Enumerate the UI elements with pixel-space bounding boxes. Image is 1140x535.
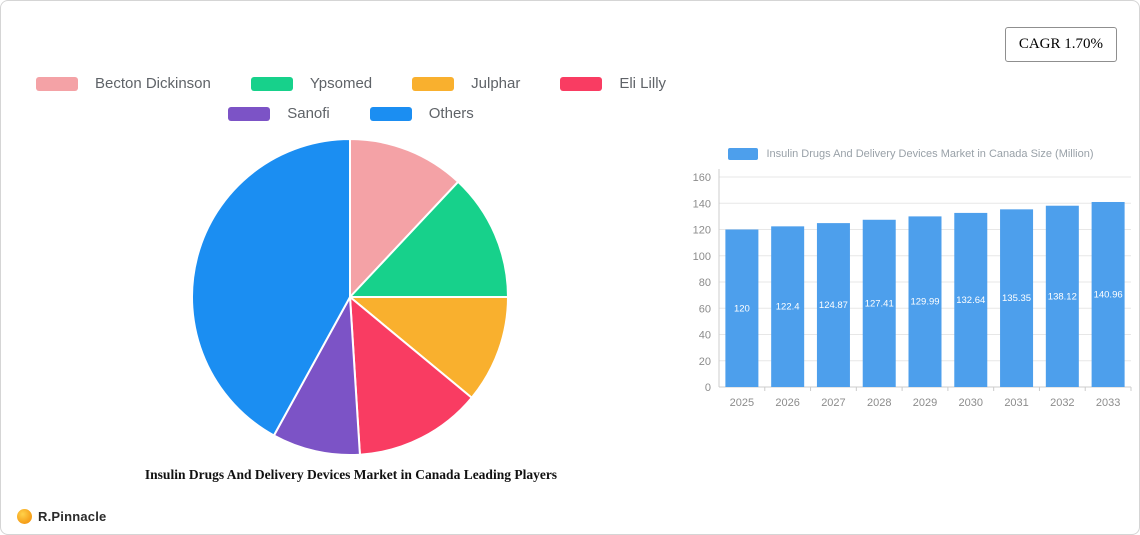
y-tick-label-0: 0 bbox=[705, 382, 711, 394]
y-tick-label-20: 20 bbox=[699, 356, 711, 368]
bar-legend-swatch bbox=[728, 148, 759, 160]
y-tick-label-40: 40 bbox=[699, 330, 711, 342]
x-label-2033: 2033 bbox=[1096, 397, 1120, 409]
bar-legend-label: Insulin Drugs And Delivery Devices Marke… bbox=[766, 148, 1094, 160]
legend-swatch-becton-dickinson bbox=[35, 76, 78, 91]
pie-slice-others[interactable] bbox=[191, 138, 351, 437]
cagr-badge: CAGR 1.70% bbox=[1004, 27, 1117, 62]
pie-slice-becton-dickinson[interactable] bbox=[349, 138, 460, 298]
legend-item-becton-dickinson[interactable]: Becton Dickinson bbox=[35, 75, 211, 92]
y-tick-label-120: 120 bbox=[693, 225, 711, 237]
y-tick-label-80: 80 bbox=[699, 277, 711, 289]
legend-item-sanofi[interactable]: Sanofi bbox=[228, 105, 330, 122]
bar-value-label-2027: 124.87 bbox=[819, 300, 848, 311]
pie-legend-row-2: Sanofi Others bbox=[1, 105, 701, 122]
bar-value-label-2031: 135.35 bbox=[1002, 293, 1031, 304]
legend-label-julphar: Julphar bbox=[471, 75, 521, 92]
y-tick-label-60: 60 bbox=[699, 303, 711, 315]
legend-swatch-eli-lilly bbox=[560, 76, 603, 91]
bar-chart: 0 20 40 60 80 100 120 140 160 120 2025 122.4 2026 124… bbox=[693, 169, 1132, 409]
pie-chart-title: Insulin Drugs And Delivery Devices Marke… bbox=[144, 467, 558, 482]
pie-slice-ypsomed[interactable] bbox=[349, 180, 509, 298]
bar-2026[interactable] bbox=[771, 226, 805, 387]
x-label-2026: 2026 bbox=[775, 397, 799, 409]
legend-label-sanofi: Sanofi bbox=[287, 105, 330, 122]
bar-legend[interactable]: Insulin Drugs And Delivery Devices Marke… bbox=[683, 147, 1139, 161]
legend-label-others: Others bbox=[428, 105, 474, 122]
bar-2033[interactable] bbox=[1091, 201, 1125, 387]
brand-logo-icon bbox=[17, 509, 32, 524]
y-tick-label-160: 160 bbox=[693, 172, 711, 184]
legend-swatch-julphar bbox=[412, 76, 455, 91]
pie-chart bbox=[191, 138, 509, 457]
pie-slice-sanofi[interactable] bbox=[272, 296, 361, 457]
bar-2028[interactable] bbox=[862, 219, 896, 387]
brand-name: R.Pinnacle bbox=[38, 509, 107, 524]
legend-item-eli-lilly[interactable]: Eli Lilly bbox=[560, 75, 666, 92]
bar-value-label-2033: 140.96 bbox=[1094, 290, 1123, 301]
bar-value-label-2025: 120 bbox=[734, 303, 750, 314]
bar-value-label-2026: 122.4 bbox=[776, 302, 800, 313]
legend-swatch-others bbox=[369, 106, 412, 121]
x-label-2030: 2030 bbox=[959, 397, 983, 409]
pie-legend-row-1: Becton Dickinson Ypsomed Julphar Eli Lilly bbox=[1, 75, 701, 92]
bar-2031[interactable] bbox=[1000, 209, 1034, 387]
bar-value-label-2029: 129.99 bbox=[910, 297, 939, 308]
bar-2029[interactable] bbox=[908, 216, 942, 387]
legend-swatch-ypsomed bbox=[250, 76, 293, 91]
bar-2030[interactable] bbox=[954, 212, 988, 387]
bar-value-label-2032: 138.12 bbox=[1048, 291, 1077, 302]
brand-logo: R.Pinnacle bbox=[17, 509, 106, 524]
bar-2032[interactable] bbox=[1045, 205, 1079, 387]
x-label-2029: 2029 bbox=[913, 397, 937, 409]
pie-slice-julphar[interactable] bbox=[349, 296, 509, 399]
pie-legend: Becton Dickinson Ypsomed Julphar Eli Lilly … bbox=[1, 75, 701, 122]
y-tick-label-100: 100 bbox=[693, 251, 711, 263]
bar-value-label-2028: 127.41 bbox=[865, 298, 894, 309]
legend-label-ypsomed: Ypsomed bbox=[309, 75, 373, 92]
x-label-2028: 2028 bbox=[867, 397, 891, 409]
legend-swatch-sanofi bbox=[228, 106, 271, 121]
bar-value-label-2030: 132.64 bbox=[956, 295, 985, 306]
bar-2025[interactable] bbox=[725, 229, 759, 388]
legend-item-julphar[interactable]: Julphar bbox=[412, 75, 520, 92]
x-label-2025: 2025 bbox=[730, 397, 754, 409]
legend-label-becton-dickinson: Becton Dickinson bbox=[94, 75, 211, 92]
x-label-2027: 2027 bbox=[821, 397, 845, 409]
y-tick-label-140: 140 bbox=[693, 198, 711, 210]
legend-label-eli-lilly: Eli Lilly bbox=[619, 75, 667, 92]
legend-item-others[interactable]: Others bbox=[369, 105, 474, 122]
bar-chart-panel: Insulin Drugs And Delivery Devices Marke… bbox=[683, 147, 1139, 429]
pie-slice-eli-lilly[interactable] bbox=[349, 296, 473, 456]
legend-item-ypsomed[interactable]: Ypsomed bbox=[250, 75, 373, 92]
x-label-2031: 2031 bbox=[1004, 397, 1028, 409]
x-label-2032: 2032 bbox=[1050, 397, 1074, 409]
bar-2027[interactable] bbox=[816, 223, 850, 387]
